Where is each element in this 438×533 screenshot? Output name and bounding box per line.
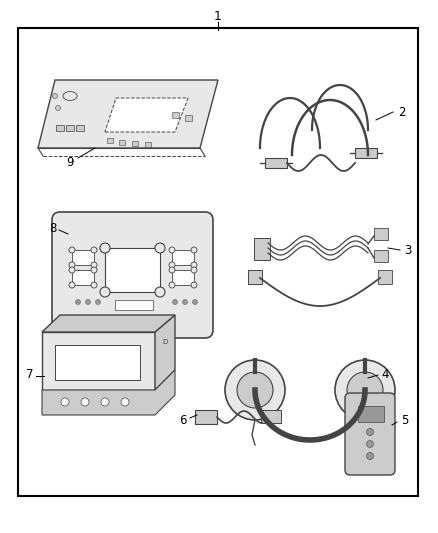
Circle shape xyxy=(69,262,75,268)
Circle shape xyxy=(183,300,187,304)
Bar xyxy=(107,138,113,143)
Bar xyxy=(55,345,140,380)
Text: 8: 8 xyxy=(49,222,57,235)
Bar xyxy=(145,142,151,147)
Bar xyxy=(76,125,84,131)
FancyBboxPatch shape xyxy=(345,393,395,475)
Circle shape xyxy=(69,267,75,273)
Bar xyxy=(355,148,377,158)
Ellipse shape xyxy=(63,92,77,101)
Polygon shape xyxy=(42,370,175,415)
Text: 3: 3 xyxy=(404,244,412,256)
Text: 9: 9 xyxy=(66,156,74,168)
Bar xyxy=(254,238,270,260)
Circle shape xyxy=(169,262,175,268)
Bar xyxy=(56,125,64,131)
Circle shape xyxy=(367,440,374,448)
Text: 5: 5 xyxy=(401,414,409,426)
Text: 6: 6 xyxy=(179,414,187,426)
Circle shape xyxy=(53,93,57,99)
Circle shape xyxy=(155,243,165,253)
Bar xyxy=(172,270,194,285)
Bar xyxy=(72,270,94,285)
Circle shape xyxy=(100,287,110,297)
Bar xyxy=(172,250,194,265)
Circle shape xyxy=(91,267,97,273)
Bar xyxy=(72,250,94,265)
Circle shape xyxy=(56,106,60,110)
Text: 4: 4 xyxy=(381,368,389,382)
Text: 1: 1 xyxy=(214,10,222,22)
Circle shape xyxy=(169,282,175,288)
Circle shape xyxy=(69,247,75,253)
Polygon shape xyxy=(38,80,218,148)
Circle shape xyxy=(61,398,69,406)
Bar xyxy=(265,158,287,168)
Polygon shape xyxy=(155,315,175,390)
Text: 7: 7 xyxy=(26,368,34,382)
Bar xyxy=(18,28,418,496)
Circle shape xyxy=(85,300,91,304)
Bar xyxy=(115,300,153,310)
Circle shape xyxy=(91,282,97,288)
Bar xyxy=(195,410,217,424)
Circle shape xyxy=(237,372,273,408)
Circle shape xyxy=(100,243,110,253)
Circle shape xyxy=(169,247,175,253)
Circle shape xyxy=(191,282,197,288)
Circle shape xyxy=(367,453,374,459)
Circle shape xyxy=(101,398,109,406)
Bar xyxy=(374,228,388,240)
Circle shape xyxy=(347,372,383,408)
Circle shape xyxy=(75,300,81,304)
FancyBboxPatch shape xyxy=(52,212,213,338)
Circle shape xyxy=(81,398,89,406)
Circle shape xyxy=(91,247,97,253)
Circle shape xyxy=(95,300,100,304)
Bar xyxy=(261,410,281,423)
Circle shape xyxy=(69,282,75,288)
Bar xyxy=(374,250,388,262)
Bar xyxy=(248,270,262,284)
Circle shape xyxy=(169,267,175,273)
Circle shape xyxy=(192,300,198,304)
Circle shape xyxy=(191,262,197,268)
Bar xyxy=(378,270,392,284)
Bar xyxy=(358,406,384,422)
Circle shape xyxy=(191,247,197,253)
Bar xyxy=(66,125,74,131)
Polygon shape xyxy=(42,315,175,332)
Circle shape xyxy=(121,398,129,406)
Circle shape xyxy=(335,360,395,420)
Text: 2: 2 xyxy=(398,106,406,118)
Bar xyxy=(119,140,125,145)
Circle shape xyxy=(173,300,177,304)
Bar xyxy=(172,112,179,118)
Circle shape xyxy=(91,262,97,268)
Text: D: D xyxy=(162,339,168,345)
Bar xyxy=(185,115,192,121)
Polygon shape xyxy=(42,332,155,390)
Circle shape xyxy=(155,287,165,297)
Circle shape xyxy=(225,360,285,420)
Bar xyxy=(132,141,138,146)
Circle shape xyxy=(191,267,197,273)
Bar xyxy=(105,248,160,292)
Polygon shape xyxy=(105,98,188,132)
Circle shape xyxy=(367,429,374,435)
